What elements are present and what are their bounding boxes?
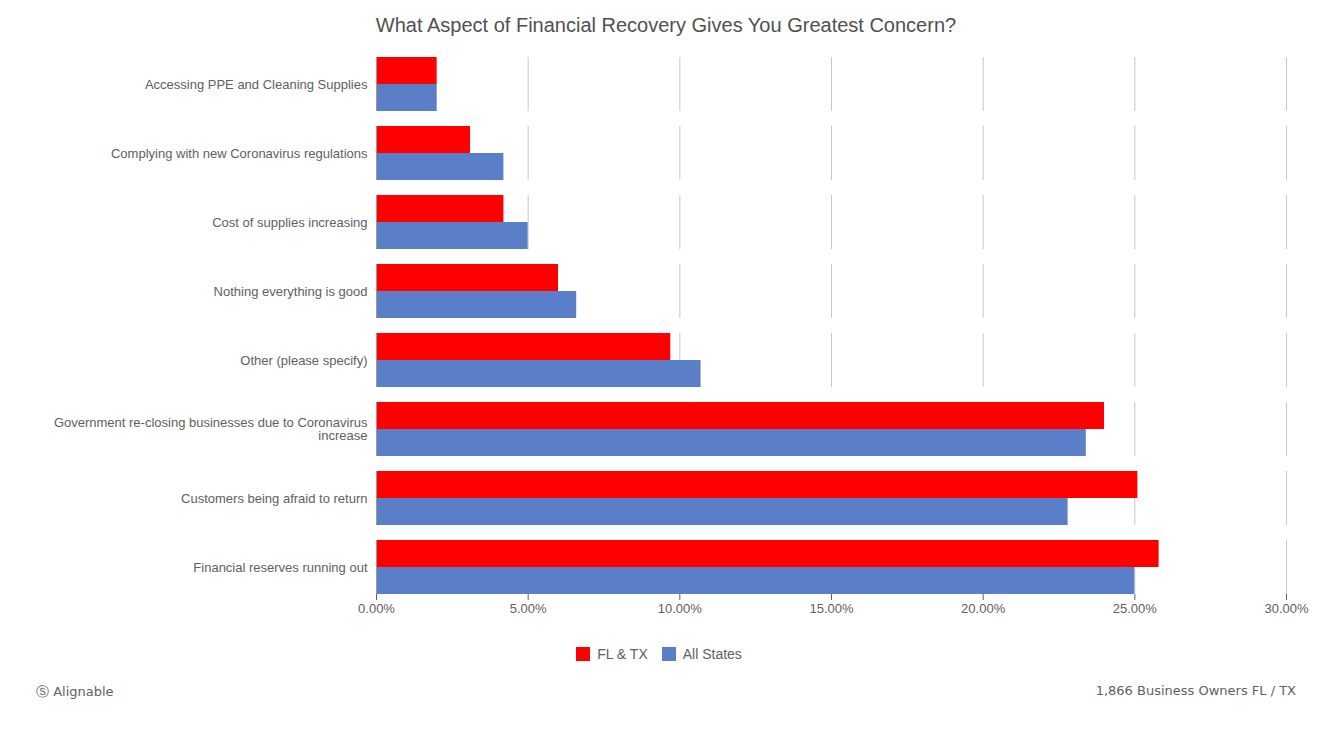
svg-text:Complying with new Coronavirus: Complying with new Coronavirus regulatio… bbox=[111, 146, 368, 161]
svg-text:Other (please specify): Other (please specify) bbox=[240, 353, 367, 368]
html-text:FL & TX: FL & TX bbox=[597, 645, 648, 662]
html-text:What Aspect of Financial Recov: What Aspect of Financial Recovery Gives … bbox=[375, 14, 957, 36]
svg-text:Financial reserves running out: Financial reserves running out bbox=[193, 560, 368, 575]
svg-text:Accessing PPE and Cleaning Sup: Accessing PPE and Cleaning Supplies bbox=[145, 77, 368, 92]
svg-text:30.00%: 30.00% bbox=[1264, 601, 1309, 616]
html-text:1,866 Business Owners FL / TX: 1,866 Business Owners FL / TX bbox=[1095, 683, 1296, 698]
html-text:All States: All States bbox=[682, 645, 742, 662]
svg-text:0.00%: 0.00% bbox=[358, 601, 395, 616]
svg-text:25.00%: 25.00% bbox=[1113, 601, 1158, 616]
svg-text:15.00%: 15.00% bbox=[809, 601, 854, 616]
svg-text:Customers being afraid to retu: Customers being afraid to return bbox=[181, 491, 367, 506]
svg-text:10.00%: 10.00% bbox=[658, 601, 703, 616]
svg-text:5.00%: 5.00% bbox=[510, 601, 547, 616]
svg-text:Nothing everything is good: Nothing everything is good bbox=[214, 284, 368, 299]
html-text:Ⓢ Alignable: Ⓢ Alignable bbox=[36, 684, 114, 699]
svg-text:20.00%: 20.00% bbox=[961, 601, 1006, 616]
svg-text:Government re-closing business: Government re-closing businesses due to … bbox=[54, 415, 368, 443]
svg-text:Cost of supplies increasing: Cost of supplies increasing bbox=[212, 215, 367, 230]
